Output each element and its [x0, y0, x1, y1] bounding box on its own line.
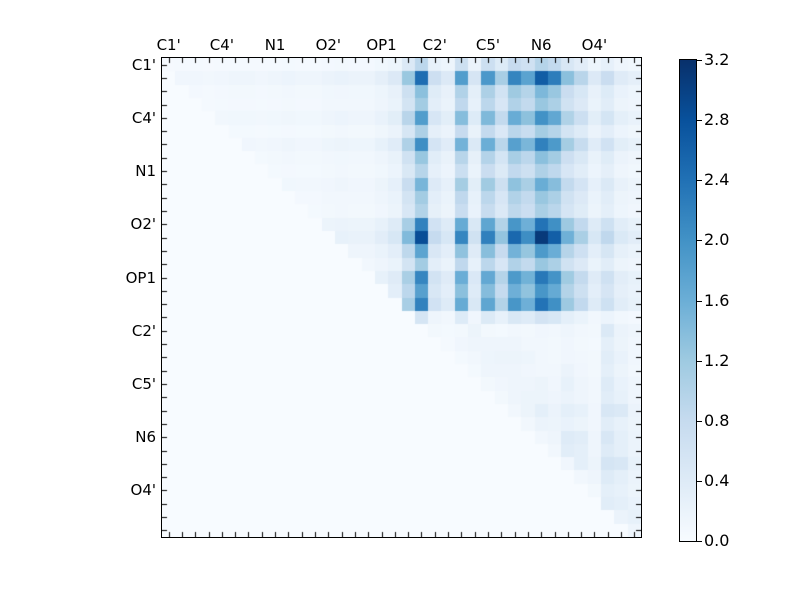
colorbar-tick [697, 301, 702, 302]
x-axis-label: N6 [530, 36, 552, 54]
heatmap-canvas [161, 57, 642, 538]
colorbar-tick-label: 1.2 [704, 351, 730, 370]
colorbar-tick [697, 541, 702, 542]
colorbar-tick-label: 0.4 [704, 471, 730, 490]
y-axis-label: C4' [131, 108, 156, 127]
x-axis-label: C4' [209, 36, 234, 54]
colorbar-tick-label: 0.8 [704, 411, 730, 430]
x-axis-label: O4' [581, 36, 608, 54]
x-axis-label: OP1 [366, 36, 397, 54]
colorbar-tick-label: 2.4 [704, 170, 730, 189]
x-axis-label: C1' [156, 36, 181, 54]
x-axis-label: N1 [264, 36, 286, 54]
colorbar-tick-label: 3.2 [704, 50, 730, 69]
colorbar-tick [697, 361, 702, 362]
colorbar [679, 59, 697, 542]
y-axis-label: C1' [131, 55, 156, 74]
y-axis-label: C5' [131, 374, 156, 393]
y-axis-label: C2' [131, 321, 156, 340]
y-axis-label: N6 [135, 428, 156, 447]
colorbar-tick [697, 60, 702, 61]
y-axis-label: O2' [130, 215, 156, 234]
colorbar-tick [697, 180, 702, 181]
x-axis-label: O2' [315, 36, 342, 54]
y-axis-label: O4' [130, 481, 156, 500]
y-axis-label: N1 [135, 162, 156, 181]
x-axis-label: C5' [475, 36, 501, 54]
colorbar-tick [697, 421, 702, 422]
y-axis-label: OP1 [125, 268, 156, 287]
colorbar-tick [697, 120, 702, 121]
x-axis-label: C2' [422, 36, 447, 54]
colorbar-tick [697, 481, 702, 482]
colorbar-tick-label: 2.0 [704, 230, 730, 249]
colorbar-tick [697, 240, 702, 241]
colorbar-tick-label: 1.6 [704, 291, 730, 310]
colorbar-tick-label: 2.8 [704, 110, 730, 129]
colorbar-tick-label: 0.0 [704, 531, 730, 550]
